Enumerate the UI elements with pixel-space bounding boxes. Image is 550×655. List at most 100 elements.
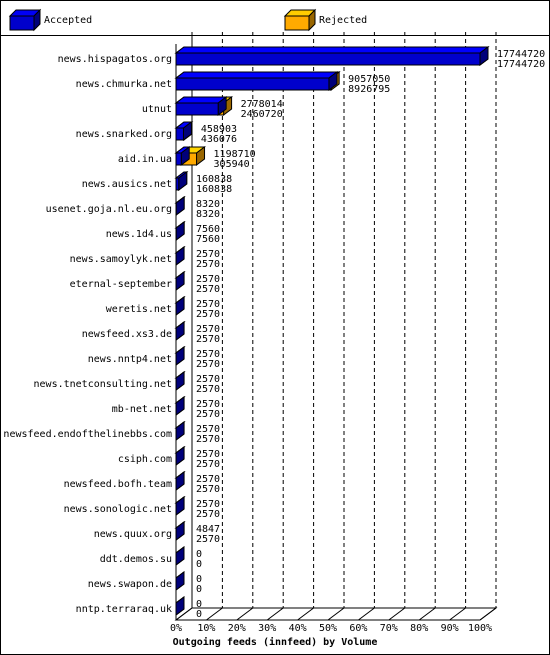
value-label: 0 [196, 549, 202, 560]
bar [175, 102, 219, 116]
x-tick [418, 607, 436, 621]
value-label: 7560 [196, 234, 220, 245]
value-label: 2570 [196, 259, 220, 270]
y-tick-label: news.1d4.us [106, 229, 172, 240]
bar-side [175, 446, 185, 466]
value-label: 436076 [201, 134, 237, 145]
y-tick-label: news.hispagatos.org [58, 54, 172, 65]
x-tick-label: 70% [380, 623, 398, 634]
y-tick-label: news.tnetconsulting.net [34, 379, 172, 390]
bar-side [175, 521, 185, 541]
value-label: 2570 [196, 284, 220, 295]
x-tick-label: 50% [319, 623, 337, 634]
x-tick [236, 607, 254, 621]
x-tick-label: 100% [468, 623, 492, 634]
value-label: 2570 [196, 299, 220, 310]
value-label: 2570 [196, 309, 220, 320]
bar [175, 52, 481, 66]
value-label: 2570 [196, 509, 220, 520]
value-label: 0 [196, 584, 202, 595]
legend-swatch [284, 15, 310, 31]
bar [175, 152, 182, 166]
bar [175, 127, 184, 141]
y-tick-label: nntp.terraraq.uk [76, 604, 172, 615]
value-label: 2570 [196, 274, 220, 285]
y-tick-label: news.snarked.org [76, 129, 172, 140]
x-tick [206, 607, 223, 621]
x-tick-label: 10% [197, 623, 215, 634]
y-tick-label: news.ausics.net [82, 179, 172, 190]
bar-side [175, 496, 185, 516]
value-label: 0 [196, 559, 202, 570]
bar-side [175, 246, 185, 266]
value-label: 458903 [201, 124, 237, 135]
bar-side [175, 596, 185, 616]
value-label: 2570 [196, 409, 220, 420]
value-label: 0 [196, 574, 202, 585]
x-tick [327, 607, 345, 621]
value-label: 17744720 [497, 49, 545, 60]
value-label: 7560 [196, 224, 220, 235]
bar [175, 177, 180, 191]
value-label: 17744720 [497, 59, 545, 70]
x-tick-label: 90% [441, 623, 459, 634]
value-label: 8926795 [348, 84, 390, 95]
x-tick-label: 30% [258, 623, 276, 634]
x-axis-label: Outgoing feeds (innfeed) by Volume [173, 636, 378, 648]
value-label: 305940 [214, 159, 250, 170]
y-tick-label: news.nntp4.net [88, 354, 172, 365]
legend-label: Accepted [44, 15, 92, 26]
value-label: 9057050 [348, 74, 390, 85]
bar-side [175, 371, 185, 391]
bar-side [175, 271, 185, 291]
x-tick-label: 40% [289, 623, 307, 634]
value-label: 2778014 [241, 99, 283, 110]
value-label: 2570 [196, 384, 220, 395]
bar-side [175, 221, 185, 241]
bar-side [175, 346, 185, 366]
y-tick-label: newsfeed.endofthelinebbs.com [3, 429, 172, 440]
value-label: 2570 [196, 534, 220, 545]
value-label: 2570 [196, 484, 220, 495]
value-label: 2570 [196, 434, 220, 445]
value-label: 2570 [196, 324, 220, 335]
y-tick-label: weretis.net [106, 304, 172, 315]
bar-top [174, 46, 490, 54]
value-label: 160838 [196, 184, 232, 195]
value-label: 2570 [196, 334, 220, 345]
y-tick-label: ddt.demos.su [100, 554, 172, 565]
x-tick [388, 607, 406, 621]
x-tick [449, 607, 466, 621]
value-label: 1198710 [214, 149, 256, 160]
value-label: 2570 [196, 424, 220, 435]
value-label: 8320 [196, 209, 220, 220]
y-tick-label: eternal-september [70, 279, 172, 290]
legend-swatch [9, 15, 35, 31]
y-tick-label: newsfeed.bofh.team [64, 479, 172, 490]
bar-side [175, 421, 185, 441]
x-tick-label: 0% [170, 623, 182, 634]
x-tick [175, 607, 193, 621]
y-tick-label: news.sonologic.net [64, 504, 172, 515]
x-tick [297, 607, 314, 621]
value-label: 2570 [196, 399, 220, 410]
y-tick-label: csiph.com [118, 454, 172, 465]
y-tick-label: news.swapon.de [88, 579, 172, 590]
value-label: 2460720 [241, 109, 283, 120]
value-label: 0 [196, 599, 202, 610]
value-label: 2570 [196, 374, 220, 385]
value-label: 2570 [196, 359, 220, 370]
y-tick-label: mb-net.net [112, 404, 172, 415]
bar-side [175, 546, 185, 566]
value-label: 0 [196, 609, 202, 620]
bar-side [175, 196, 185, 216]
value-label: 160838 [196, 174, 232, 185]
value-label: 4847 [196, 524, 220, 535]
y-tick-label: newsfeed.xs3.de [82, 329, 172, 340]
bar-side [175, 296, 185, 316]
bar-side [175, 396, 185, 416]
value-label: 8320 [196, 199, 220, 210]
y-tick-label: news.chmurka.net [76, 79, 172, 90]
y-tick-label: utnut [142, 104, 172, 115]
value-label: 2570 [196, 249, 220, 260]
